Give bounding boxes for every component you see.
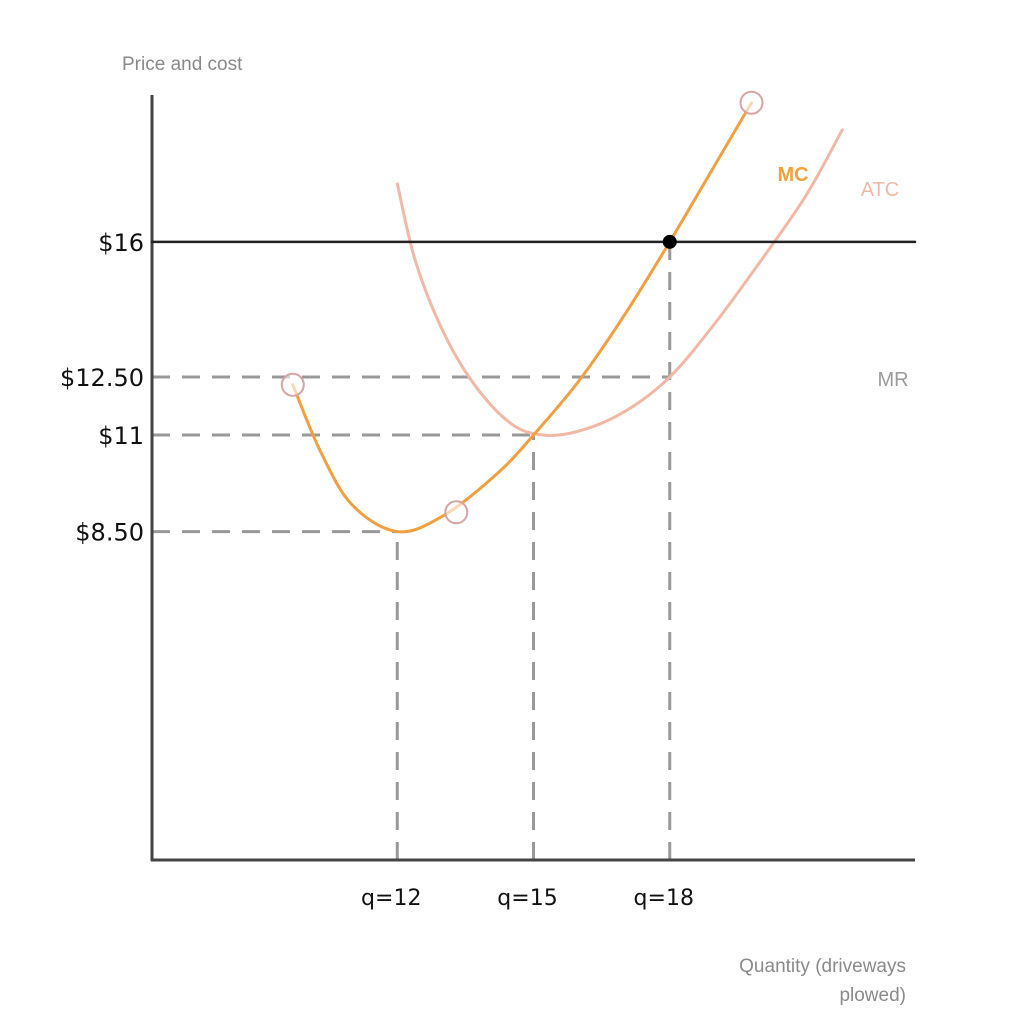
- profit-max-point: [662, 234, 677, 249]
- mc-marker-0: [280, 372, 305, 397]
- atc-label: ATC: [861, 179, 900, 201]
- axes: [150, 95, 915, 862]
- mc-marker-2: [739, 90, 764, 115]
- series-lines: [150, 101, 917, 534]
- x-axis-title-line-1: Quantity (driveways: [739, 956, 906, 977]
- y-tick-label: $8.50: [75, 519, 144, 547]
- y-tick-label: $16: [98, 229, 144, 257]
- x-tick-label: q=18: [634, 886, 694, 911]
- tick-labels: MC ATC MR $16 $12.50 $11 $8.50 q=12 q=15 q=18: [60, 164, 909, 911]
- y-tick-label: $11: [98, 422, 144, 450]
- mr-label: MR: [877, 369, 908, 391]
- x-tick-label: q=15: [497, 886, 557, 911]
- mc-curve: [291, 101, 753, 534]
- x-axis-title-line-2: plowed): [839, 985, 906, 1006]
- guide-lines: [152, 241, 672, 860]
- y-tick-label: $12.50: [60, 364, 144, 392]
- mc-label: MC: [777, 164, 808, 186]
- curve-markers: [280, 90, 764, 525]
- x-tick-label: q=12: [361, 886, 421, 911]
- atc-curve: [395, 128, 844, 437]
- mc-marker-1: [444, 500, 469, 525]
- y-axis-title: Price and cost: [122, 54, 243, 75]
